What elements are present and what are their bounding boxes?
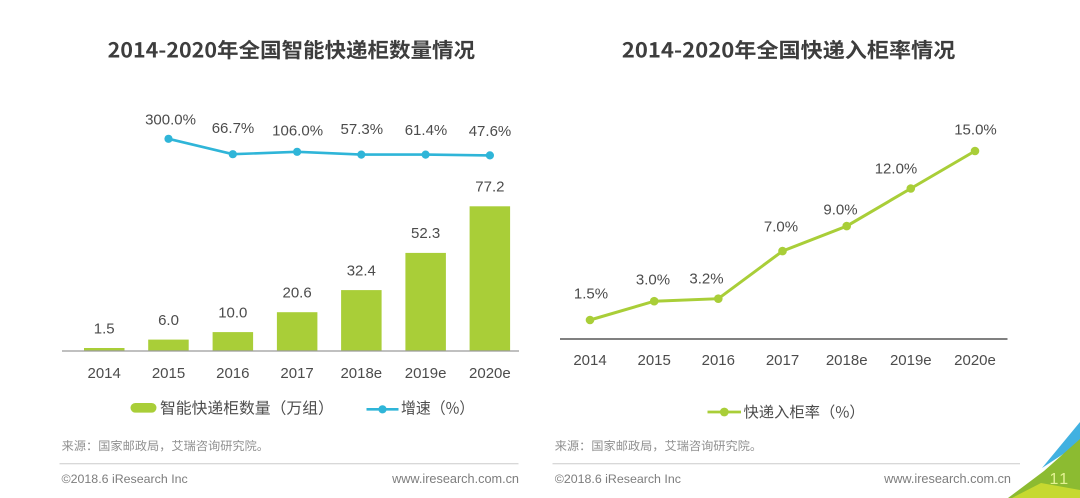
svg-text:52.3: 52.3 <box>411 225 440 242</box>
svg-text:©2018.6 iResearch Inc: ©2018.6 iResearch Inc <box>555 472 681 486</box>
svg-text:2019e: 2019e <box>405 365 447 382</box>
svg-text:1.5: 1.5 <box>94 320 115 337</box>
svg-text:12.0%: 12.0% <box>875 161 918 178</box>
svg-text:77.2: 77.2 <box>475 179 504 196</box>
svg-text:2018e: 2018e <box>826 352 868 369</box>
svg-text:©2018.6 iResearch Inc: ©2018.6 iResearch Inc <box>62 472 188 486</box>
svg-text:www.iresearch.com.cn: www.iresearch.com.cn <box>391 472 519 486</box>
svg-text:11: 11 <box>1050 471 1071 488</box>
svg-text:2015: 2015 <box>152 365 185 382</box>
svg-text:2017: 2017 <box>766 352 799 369</box>
svg-text:9.0%: 9.0% <box>823 202 857 219</box>
svg-text:7.0%: 7.0% <box>764 219 798 236</box>
svg-text:10.0: 10.0 <box>218 304 247 321</box>
svg-text:2017: 2017 <box>280 365 313 382</box>
svg-text:3.2%: 3.2% <box>689 271 723 288</box>
svg-text:2016: 2016 <box>702 352 735 369</box>
svg-text:106.0%: 106.0% <box>272 123 323 140</box>
svg-text:2019e: 2019e <box>890 352 932 369</box>
svg-text:66.7%: 66.7% <box>212 120 255 137</box>
svg-text:300.0%: 300.0% <box>145 112 196 129</box>
svg-text:2020e: 2020e <box>469 365 511 382</box>
svg-text:2015: 2015 <box>638 352 671 369</box>
svg-text:20.6: 20.6 <box>282 285 311 302</box>
svg-text:2014: 2014 <box>88 365 121 382</box>
svg-text:1.5%: 1.5% <box>574 286 608 303</box>
svg-text:www.iresearch.com.cn: www.iresearch.com.cn <box>883 472 1011 486</box>
svg-text:2014: 2014 <box>573 352 606 369</box>
svg-text:3.0%: 3.0% <box>636 272 670 289</box>
svg-text:15.0%: 15.0% <box>954 122 997 139</box>
svg-text:57.3%: 57.3% <box>341 121 384 138</box>
svg-text:32.4: 32.4 <box>347 262 376 279</box>
svg-text:2020e: 2020e <box>954 352 996 369</box>
svg-text:6.0: 6.0 <box>158 312 179 329</box>
svg-text:2018e: 2018e <box>340 365 382 382</box>
svg-text:47.6%: 47.6% <box>469 123 512 140</box>
svg-text:2016: 2016 <box>216 365 249 382</box>
svg-text:61.4%: 61.4% <box>405 122 448 139</box>
